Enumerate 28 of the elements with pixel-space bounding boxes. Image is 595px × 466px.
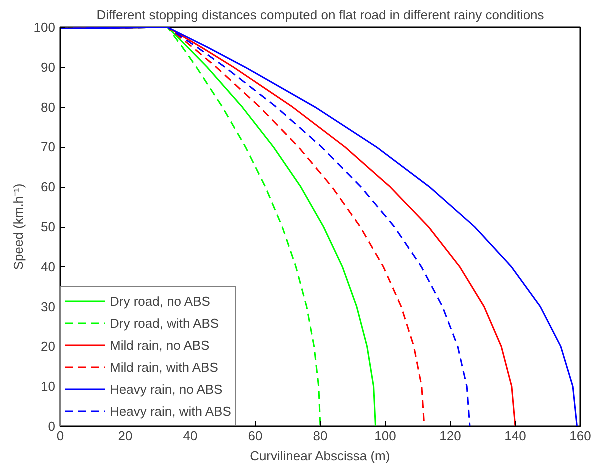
y-tick-label: 40 — [41, 259, 56, 274]
y-tick-label: 80 — [41, 100, 56, 115]
x-tick-label: 60 — [248, 428, 263, 444]
chart-title: Different stopping distances computed on flat road in different rainy conditions — [96, 8, 545, 22]
legend-label: Mild rain, no ABS — [110, 338, 210, 352]
legend-label: Heavy rain, with ABS — [110, 404, 232, 418]
x-tick-label: 160 — [570, 428, 592, 444]
x-tick-label: 40 — [183, 428, 198, 444]
y-tick-label: 60 — [41, 180, 56, 195]
y-axis-title: Speed (km.h⁻¹) — [10, 184, 26, 270]
legend-label: Heavy rain, no ABS — [110, 382, 223, 396]
y-tick-label: 10 — [41, 379, 56, 394]
legend-label: Mild rain, with ABS — [110, 360, 218, 374]
x-tick-label: 80 — [313, 428, 328, 444]
x-tick-label: 100 — [374, 428, 396, 444]
legend-label: Dry road, with ABS — [110, 316, 220, 330]
x-axis-title: Curvilinear Abscissa (m) — [250, 448, 390, 464]
y-tick-label: 50 — [41, 220, 56, 234]
y-tick-label: 70 — [41, 140, 56, 155]
legend-label: Dry road, no ABS — [110, 294, 210, 308]
x-tick-label: 120 — [440, 428, 462, 444]
y-tick-label: 100 — [34, 20, 56, 35]
y-tick-label: 90 — [41, 60, 56, 75]
y-tick-label: 20 — [41, 339, 56, 354]
x-tick-label: 140 — [504, 428, 526, 444]
x-tick-label: 20 — [118, 428, 133, 444]
y-tick-label: 0 — [48, 419, 56, 434]
y-tick-label: 30 — [41, 299, 56, 314]
